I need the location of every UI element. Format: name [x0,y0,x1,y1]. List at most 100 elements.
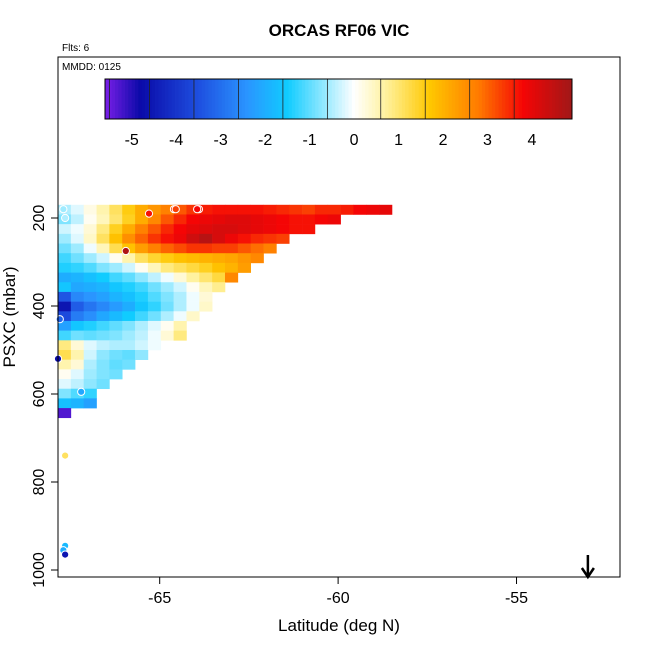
heatmap-cell [237,243,251,254]
heatmap-cell [58,359,72,370]
heatmap-cell [224,214,239,225]
colorbar-segment [235,79,239,119]
heatmap-cell [109,204,123,215]
observation-point [61,451,70,460]
heatmap-cell [70,359,84,370]
colorbar-segment [428,79,433,119]
colorbar-tick-label: -1 [302,132,316,149]
heatmap-cell [70,233,84,244]
colorbar-segment [445,79,449,119]
heatmap-cell [58,224,72,235]
colorbar-segment [398,79,403,119]
colorbar-segment [261,79,266,119]
colorbar-segment [178,79,183,119]
heatmap-cell [276,214,290,225]
heatmap-cell [135,340,149,351]
heatmap-cell [160,272,174,283]
heatmap-cell [70,350,84,360]
date-label: MMDD: 0125 [62,62,121,73]
heatmap-cell [250,243,264,254]
heatmap-cell [366,204,380,215]
heatmap-cell [250,233,264,244]
colorbar-segment [488,79,493,119]
colorbar-segment [448,79,453,119]
colorbar-segment [478,79,483,119]
arrow-marker [580,555,595,580]
heatmap-cell [58,272,72,283]
observation-point [61,213,70,223]
observation-point [144,209,154,218]
heatmap-cell [96,291,110,302]
heatmap-cell [122,282,136,293]
heatmap-cell [96,301,110,312]
colorbar-segment [308,79,313,119]
heatmap-cell [58,291,72,302]
heatmap-cell [173,330,187,341]
colorbar-segment [451,79,456,119]
colorbar-segment [248,79,253,119]
colorbar-segment [438,79,443,119]
heatmap-cell [58,369,72,380]
colorbar-segment [145,79,149,119]
heatmap-cell [122,359,136,370]
heatmap-cell [160,291,174,302]
y-tick-label: 600 [31,381,48,408]
observation-point [61,550,70,559]
colorbar-segment [565,79,570,119]
observation-points [53,205,204,559]
heatmap-cell [135,311,149,322]
heatmap-cell [109,340,123,351]
heatmap-cell [276,233,290,244]
heatmap-cell [70,291,84,302]
heatmap-cell [135,320,149,331]
heatmap-cell [147,243,162,254]
colorbar-segment [151,79,156,119]
colorbar-segment [338,79,343,119]
observation-point [77,387,86,396]
heatmap-cell [70,253,84,264]
colorbar-segment [421,79,426,119]
colorbar-segment [128,79,133,119]
heatmap-cell [173,253,187,264]
heatmap-cell [96,253,110,264]
heatmap-cell [135,350,149,360]
heatmap-cell [186,282,200,293]
colorbar-segment [485,79,490,119]
colorbar-segment [458,79,463,119]
colorbar-segment [381,79,386,119]
heatmap-cell [96,320,110,331]
heatmap-cell [186,224,200,235]
heatmap-cell [83,340,97,351]
heatmap-cell [173,233,187,244]
heatmap-cell [250,253,264,264]
heatmap-cell [109,243,123,254]
heatmap-cell [302,214,316,225]
heatmap-cell [160,243,174,254]
observation-point [55,315,64,324]
colorbar-segment [165,79,169,119]
colorbar-segment [318,79,323,119]
heatmap-cell [58,330,72,341]
colorbar-segment [518,79,523,119]
heatmap-cell [83,388,97,399]
colorbar-segment [228,79,233,119]
heatmap-cell [212,233,226,244]
heatmap-cell [199,282,213,293]
colorbar-segment [431,79,436,119]
colorbar-segment [361,79,366,119]
heatmap-cell [135,262,149,273]
heatmap-cell [96,311,110,322]
heatmap-cell [70,204,84,215]
heatmap-cell [186,204,200,215]
colorbar-segment [301,79,306,119]
colorbar-segment [481,79,486,119]
colorbar-segment [555,79,560,119]
heatmap-cell [135,214,149,225]
heatmap-cell [147,340,162,351]
heatmap-cell [70,272,84,283]
colorbar-segment [255,79,259,119]
heatmap-cell [96,340,110,351]
heatmap-cell [224,262,239,273]
heatmap-cell [70,369,84,380]
